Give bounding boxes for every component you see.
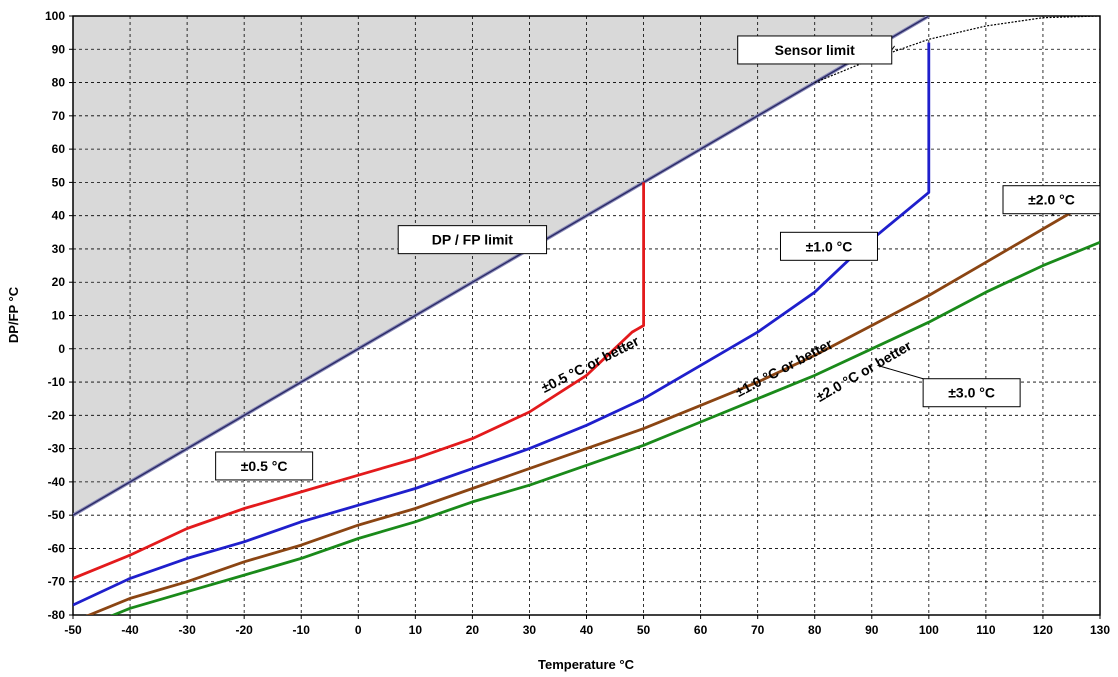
y-tick-label: 60 [52, 142, 66, 156]
x-tick-label: 60 [694, 623, 708, 637]
callout-box [922, 378, 1021, 408]
y-tick-label: -40 [48, 475, 66, 489]
y-tick-label: 100 [45, 9, 65, 23]
x-tick-label: 0 [355, 623, 362, 637]
x-tick-label: 20 [466, 623, 480, 637]
y-tick-label: 90 [52, 42, 66, 56]
y-tick-label: 70 [52, 109, 66, 123]
callout-label: Sensor limit [775, 42, 855, 58]
x-tick-label: 120 [1033, 623, 1053, 637]
x-tick-label: 70 [751, 623, 765, 637]
x-axis-ticks: -50 -40 -30 -20 -10 0 10 20 30 40 50 60 70 80 90 100 110… [64, 615, 1110, 637]
series-line [109, 241, 1100, 615]
x-tick-label: 130 [1090, 623, 1110, 637]
x-tick-label: -10 [293, 623, 311, 637]
series-line [73, 182, 645, 580]
grid [73, 16, 1100, 615]
x-tick-label: 50 [637, 623, 651, 637]
y-tick-label: 40 [52, 209, 66, 223]
y-tick-label: -30 [48, 442, 66, 456]
x-tick-label: -30 [178, 623, 196, 637]
callout-box [779, 231, 878, 261]
callout-box [215, 451, 314, 481]
callout-label: ±3.0 °C [948, 385, 995, 401]
callout-label: DP / FP limit [432, 232, 514, 248]
y-axis-label: DP/FP °C [6, 286, 21, 343]
y-tick-label: -10 [48, 375, 66, 389]
y-tick-label: -60 [48, 541, 66, 555]
x-tick-label: 80 [808, 623, 822, 637]
callout-box [397, 225, 548, 255]
y-tick-label: -50 [48, 508, 66, 522]
x-tick-label: 110 [976, 623, 996, 637]
dp-fp-limit-line [73, 16, 930, 516]
x-tick-label: 100 [919, 623, 939, 637]
sensor-limit-curve [814, 16, 1100, 84]
x-tick-label: -50 [64, 623, 82, 637]
y-tick-label: 0 [58, 342, 65, 356]
series-lines [73, 16, 1100, 615]
dp-fp-limit-region [73, 16, 929, 615]
series-line [85, 194, 1100, 615]
y-tick-label: -70 [48, 575, 66, 589]
x-tick-label: 90 [865, 623, 879, 637]
callout-leader [877, 364, 924, 380]
y-tick-label: 80 [52, 76, 66, 90]
y-tick-label: 20 [52, 275, 66, 289]
y-axis-ticks: -80 -70 -60 -50 -40 -30 -20 -10 0 10 20 30 40 50 60 70 8… [45, 9, 73, 622]
callout-label: ±1.0 °C [806, 238, 853, 254]
x-tick-label: 30 [523, 623, 537, 637]
x-axis-label: Temperature °C [538, 657, 635, 672]
y-tick-label: 10 [52, 309, 66, 323]
x-tick-label: 10 [409, 623, 423, 637]
callout-box [737, 35, 893, 65]
dp-fp-shaded-area [73, 16, 929, 615]
x-tick-label: -20 [235, 623, 253, 637]
y-tick-label: -20 [48, 408, 66, 422]
x-tick-label: 40 [580, 623, 594, 637]
y-tick-label: 50 [52, 175, 66, 189]
callout-label: ±0.5 °C [241, 458, 288, 474]
series-line [73, 42, 931, 607]
y-tick-label: 30 [52, 242, 66, 256]
callout-box [1002, 185, 1101, 215]
x-tick-label: -40 [121, 623, 139, 637]
callout-label: ±2.0 °C [1028, 192, 1075, 208]
callout-labels: Sensor limit DP / FP limit ±1.0 °C ±2.0 °C ±… [215, 35, 1101, 481]
annotation-text: ±0.5 °C or better [538, 332, 641, 395]
y-tick-label: -80 [48, 608, 66, 622]
